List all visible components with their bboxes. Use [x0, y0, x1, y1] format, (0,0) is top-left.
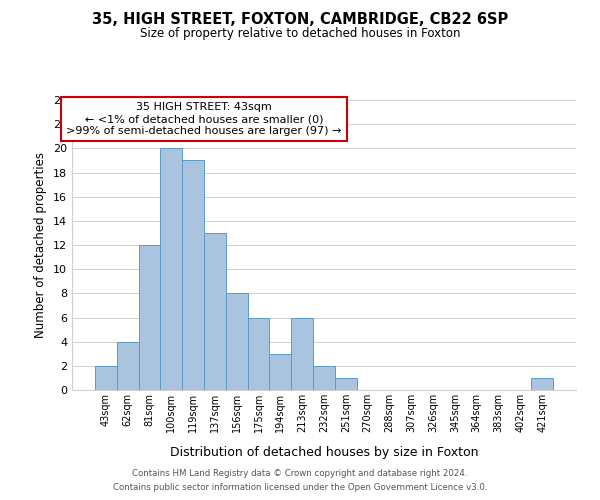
Bar: [182, 160, 204, 390]
Bar: [160, 148, 182, 390]
Bar: [204, 233, 226, 390]
X-axis label: Distribution of detached houses by size in Foxton: Distribution of detached houses by size …: [170, 446, 478, 459]
Bar: [313, 366, 335, 390]
Bar: [335, 378, 357, 390]
Bar: [139, 245, 160, 390]
Bar: [248, 318, 269, 390]
Y-axis label: Number of detached properties: Number of detached properties: [34, 152, 47, 338]
Bar: [269, 354, 291, 390]
Bar: [226, 294, 248, 390]
Bar: [291, 318, 313, 390]
Text: Contains HM Land Registry data © Crown copyright and database right 2024.: Contains HM Land Registry data © Crown c…: [132, 468, 468, 477]
Bar: [117, 342, 139, 390]
Bar: [95, 366, 117, 390]
Text: 35, HIGH STREET, FOXTON, CAMBRIDGE, CB22 6SP: 35, HIGH STREET, FOXTON, CAMBRIDGE, CB22…: [92, 12, 508, 28]
Text: Size of property relative to detached houses in Foxton: Size of property relative to detached ho…: [140, 28, 460, 40]
Text: Contains public sector information licensed under the Open Government Licence v3: Contains public sector information licen…: [113, 484, 487, 492]
Bar: [531, 378, 553, 390]
Text: 35 HIGH STREET: 43sqm
← <1% of detached houses are smaller (0)
>99% of semi-deta: 35 HIGH STREET: 43sqm ← <1% of detached …: [67, 102, 341, 136]
